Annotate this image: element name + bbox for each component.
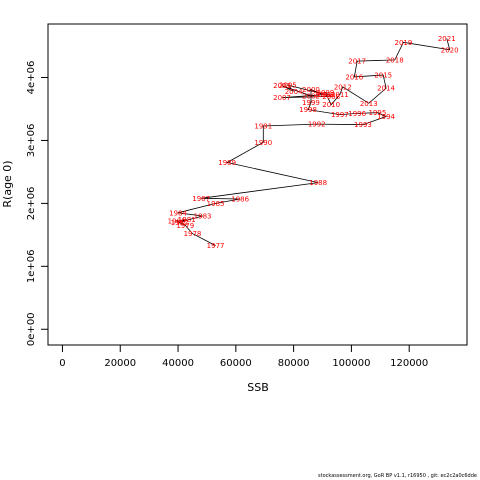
y-axis-title: R(age 0) — [1, 160, 14, 207]
x-axis: 0 20000 40000 60000 80000 100000 120000 — [59, 344, 428, 369]
point-year-label: 2016 — [345, 73, 363, 81]
plot-frame — [47, 23, 468, 346]
y-tick-label: 4e+06 — [26, 61, 37, 95]
point-year-label: 2002 — [302, 92, 320, 100]
point-year-label: 1993 — [354, 121, 372, 129]
y-tick-label: 2e+06 — [26, 187, 37, 221]
x-tick-label: 120000 — [390, 358, 428, 369]
point-year-label: 2017 — [348, 58, 366, 66]
x-axis-title: SSB — [247, 381, 269, 394]
y-axis: 0e+00 1e+06 2e+06 3e+06 4e+06 — [26, 61, 49, 346]
point-year-label: 2009 — [316, 89, 334, 97]
point-year-label: 2020 — [441, 46, 459, 54]
point-year-label: 2019 — [395, 39, 413, 47]
point-year-label: 1984 — [169, 209, 187, 217]
point-year-label: 2014 — [377, 85, 395, 93]
point-year-label: 2013 — [360, 100, 378, 108]
point-year-label: 2012 — [334, 83, 352, 91]
point-year-label: 1981 — [178, 216, 196, 224]
y-tick-label: 1e+06 — [26, 250, 37, 284]
x-tick-label: 100000 — [332, 358, 370, 369]
point-year-label: 1982 — [171, 219, 189, 227]
y-tick-label: 3e+06 — [26, 124, 37, 158]
point-year-label: 2018 — [386, 56, 404, 64]
x-tick-label: 0 — [59, 358, 65, 369]
series-line — [175, 38, 451, 246]
footer-attribution: stockassessment.org, GoR BP v1.1, r16950… — [318, 473, 477, 479]
point-year-label: 1994 — [377, 113, 395, 121]
point-year-label: 1986 — [231, 195, 249, 203]
point-year-label: 2021 — [438, 35, 456, 43]
point-year-label: 1997 — [331, 111, 349, 119]
point-year-label: 1985 — [207, 200, 225, 208]
x-tick-label: 80000 — [278, 358, 310, 369]
point-year-label: 1989 — [218, 159, 236, 167]
point-year-label: 1987 — [192, 195, 210, 203]
point-year-label: 1996 — [348, 110, 366, 118]
point-year-label: 2006 — [316, 91, 334, 99]
point-year-label: 2003 — [273, 82, 291, 90]
point-year-label: 1990 — [254, 139, 272, 147]
point-year-label: 1991 — [254, 122, 272, 130]
point-year-label: 2008 — [322, 93, 340, 101]
y-tick-label: 0e+00 — [26, 312, 37, 346]
x-tick-label: 20000 — [104, 358, 136, 369]
point-year-label: 1988 — [309, 179, 327, 187]
point-year-label: 1992 — [308, 121, 326, 129]
point-year-label: 1980 — [168, 218, 186, 226]
point-year-label: 1999 — [302, 99, 320, 107]
point-year-label: 1977 — [207, 242, 225, 250]
point-year-label: 1979 — [176, 222, 194, 230]
point-year-label: 1983 — [194, 212, 212, 220]
point-year-label: 1995 — [369, 109, 387, 117]
point-year-label: 1978 — [184, 230, 202, 238]
trajectory-line — [175, 38, 451, 246]
point-year-label: 2005 — [279, 82, 297, 90]
point-year-label: 2007 — [273, 94, 291, 102]
point-year-label: 2001 — [314, 91, 332, 99]
point-year-label: 2015 — [374, 71, 392, 79]
point-year-label: 1998 — [299, 106, 317, 114]
point-year-label: 2010 — [322, 101, 340, 109]
point-year-label: 2004 — [285, 88, 303, 96]
x-tick-label: 60000 — [220, 358, 252, 369]
point-year-label: 2011 — [331, 91, 349, 99]
point-year-label: 2000 — [302, 86, 320, 94]
x-tick-label: 40000 — [162, 358, 194, 369]
